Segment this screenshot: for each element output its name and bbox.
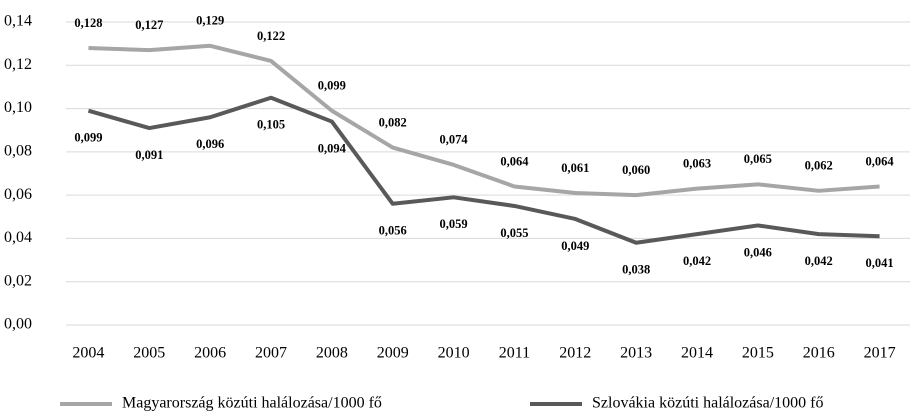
data-label: 0,065 bbox=[744, 152, 772, 166]
x-tick-label: 2010 bbox=[438, 345, 470, 362]
data-label: 0,059 bbox=[440, 217, 468, 231]
data-label: 0,062 bbox=[805, 159, 833, 173]
x-tick-label: 2012 bbox=[559, 345, 591, 362]
data-label: 0,099 bbox=[74, 131, 102, 145]
data-label: 0,129 bbox=[196, 14, 224, 28]
data-label: 0,038 bbox=[622, 263, 650, 277]
y-tick-label: 0,00 bbox=[4, 316, 32, 333]
data-label: 0,041 bbox=[866, 256, 894, 270]
x-tick-label: 2011 bbox=[499, 345, 530, 362]
x-tick-label: 2007 bbox=[255, 345, 287, 362]
data-label: 0,127 bbox=[135, 18, 163, 32]
x-tick-label: 2008 bbox=[316, 345, 348, 362]
series-line bbox=[88, 43, 880, 198]
x-tick-label: 2009 bbox=[377, 345, 409, 362]
data-label: 0,064 bbox=[500, 154, 529, 168]
x-tick-label: 2013 bbox=[620, 345, 652, 362]
series-line bbox=[87, 95, 880, 245]
y-tick-label: 0,08 bbox=[4, 143, 32, 160]
data-label: 0,049 bbox=[561, 239, 589, 253]
data-label: 0,055 bbox=[500, 226, 528, 240]
y-tick-label: 0,06 bbox=[4, 186, 32, 203]
data-label: 0,074 bbox=[440, 133, 469, 147]
data-label: 0,056 bbox=[379, 224, 407, 238]
data-label: 0,042 bbox=[683, 254, 711, 268]
data-label: 0,122 bbox=[257, 29, 285, 43]
data-label: 0,082 bbox=[379, 115, 407, 129]
data-label: 0,060 bbox=[622, 163, 650, 177]
data-label: 0,061 bbox=[561, 161, 589, 175]
data-label: 0,042 bbox=[805, 254, 833, 268]
y-tick-label: 0,10 bbox=[4, 99, 32, 116]
data-label: 0,128 bbox=[74, 16, 102, 30]
y-tick-label: 0,12 bbox=[4, 56, 32, 73]
y-tick-label: 0,14 bbox=[4, 13, 32, 30]
data-label: 0,099 bbox=[318, 79, 346, 93]
x-tick-label: 2015 bbox=[742, 345, 774, 362]
data-label: 0,046 bbox=[744, 245, 772, 259]
y-tick-label: 0,02 bbox=[4, 272, 32, 289]
x-tick-label: 2006 bbox=[194, 345, 226, 362]
legend-label: Szlovákia közúti halálozása/1000 fő bbox=[592, 395, 823, 412]
x-tick-label: 2004 bbox=[72, 345, 104, 362]
x-tick-label: 2005 bbox=[133, 345, 165, 362]
x-tick-label: 2014 bbox=[681, 345, 713, 362]
data-label: 0,063 bbox=[683, 157, 711, 171]
data-label: 0,064 bbox=[866, 154, 895, 168]
x-tick-label: 2017 bbox=[864, 345, 896, 362]
data-label: 0,105 bbox=[257, 118, 285, 132]
x-tick-label: 2016 bbox=[803, 345, 835, 362]
data-label: 0,096 bbox=[196, 137, 224, 151]
y-tick-label: 0,04 bbox=[4, 229, 32, 246]
data-label: 0,091 bbox=[135, 148, 163, 162]
legend-label: Magyarország közúti halálozása/1000 fő bbox=[122, 395, 382, 412]
data-label: 0,094 bbox=[318, 141, 347, 155]
